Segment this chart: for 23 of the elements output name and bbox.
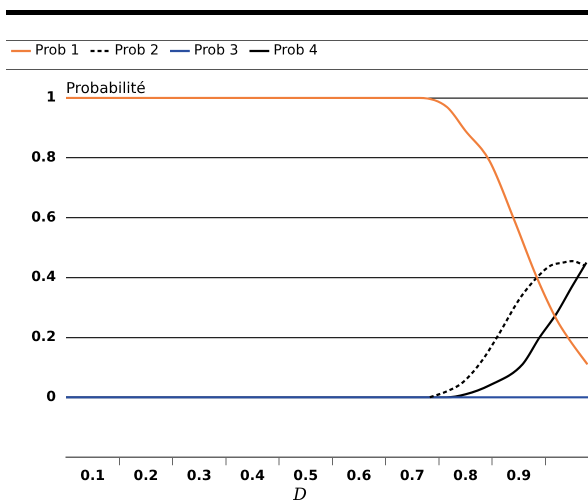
- legend-label: Prob 2: [114, 42, 159, 59]
- x-tick-label: 0.4: [240, 468, 266, 484]
- x-tick-label: 0.5: [293, 468, 318, 484]
- y-tick-label: 0.6: [31, 209, 56, 226]
- x-tick-label: 0.1: [80, 468, 106, 484]
- x-tick-label: 0.6: [346, 468, 372, 484]
- y-tick-label: 0.2: [31, 329, 56, 346]
- x-tick-label: 0.2: [133, 468, 158, 484]
- line-series: [66, 96, 588, 366]
- x-axis-title: D: [292, 485, 308, 502]
- legend-label: Prob 1: [35, 42, 80, 59]
- legend-label: Prob 3: [194, 42, 238, 59]
- x-tick-label: 0.7: [400, 468, 425, 484]
- y-tick-label: 0.8: [31, 149, 56, 166]
- legend-label: Prob 4: [273, 42, 318, 59]
- x-tick-label: 0.9: [506, 468, 532, 484]
- y-tick-label: 0: [46, 388, 56, 405]
- y-axis-title: Probabilité: [66, 79, 146, 97]
- y-tick-label: 1: [46, 90, 56, 106]
- y-tick-label: 0.4: [31, 269, 56, 286]
- line-series: [428, 260, 586, 398]
- x-tick-label: 0.3: [186, 468, 212, 484]
- x-tick-label: 0.8: [453, 468, 478, 484]
